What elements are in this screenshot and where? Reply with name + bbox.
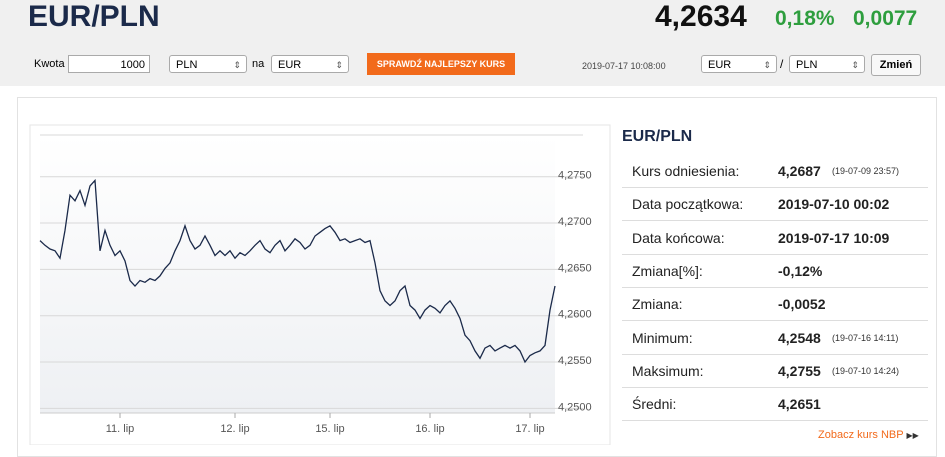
x-tick-label: 12. lip bbox=[220, 423, 249, 435]
stats-value: 4,2548 bbox=[778, 329, 821, 346]
y-tick-label: 4,2650 bbox=[558, 262, 592, 274]
x-tick-label: 11. lip bbox=[106, 423, 135, 435]
stats-row: Maksimum: 4,2755 (19-07-10 14:24) bbox=[622, 354, 928, 388]
stats-value: -0,0052 bbox=[778, 296, 826, 313]
page: EUR/PLN 4,2634 0,18% 0,0077 Kwota 1000 P… bbox=[0, 0, 945, 445]
stats-value: 2019-07-17 10:09 bbox=[778, 229, 890, 246]
pair-to-select[interactable]: PLN bbox=[789, 55, 865, 74]
nbp-link-text[interactable]: Zobacz kurs NBP bbox=[818, 429, 904, 441]
y-tick-label: 4,2750 bbox=[558, 170, 592, 182]
price: 4,2634 bbox=[655, 0, 747, 33]
stats-value: 4,2687 bbox=[778, 163, 821, 179]
stats-value: 4,2651 bbox=[778, 396, 821, 413]
stats-row: Kurs odniesienia: 4,2687 (19-07-09 23:57) bbox=[622, 154, 928, 188]
change-button[interactable]: Zmień bbox=[871, 54, 921, 76]
change-pct: 0,18% bbox=[775, 7, 835, 30]
stats-row: Zmiana: -0,0052 bbox=[622, 287, 928, 322]
pair-from-select[interactable]: EUR bbox=[701, 55, 777, 74]
stats-label: Data początkowa: bbox=[632, 196, 744, 213]
y-tick-label: 4,2500 bbox=[558, 401, 592, 413]
chart-frame bbox=[29, 124, 611, 445]
amount-input[interactable]: 1000 bbox=[68, 55, 150, 73]
stats-value: 4,2755 bbox=[778, 362, 821, 379]
stats-note: (19-07-16 14:11) bbox=[832, 332, 899, 343]
y-tick-label: 4,2700 bbox=[558, 216, 592, 228]
stats-row: Minimum: 4,2548 (19-07-16 14:11) bbox=[622, 321, 928, 355]
stats-label: Zmiana: bbox=[632, 296, 683, 313]
to-select[interactable]: EUR bbox=[271, 55, 349, 74]
stats-label: Minimum: bbox=[632, 329, 693, 346]
y-tick-label: 4,2550 bbox=[558, 355, 592, 367]
stats-row: Data końcowa: 2019-07-17 10:09 bbox=[622, 221, 928, 255]
y-tick-label: 4,2600 bbox=[558, 309, 592, 321]
stats-label: Data końcowa: bbox=[632, 229, 725, 246]
stats-row: Data początkowa: 2019-07-10 00:02 bbox=[622, 187, 928, 222]
stats-note: (19-07-10 14:24) bbox=[832, 365, 900, 376]
stats-note: (19-07-09 23:57) bbox=[832, 166, 900, 176]
x-tick-label: 15. lip bbox=[315, 423, 344, 435]
to-label: na bbox=[252, 58, 265, 70]
stats-value: -0,12% bbox=[778, 262, 823, 279]
stats-label: Zmiana[%]: bbox=[632, 262, 703, 279]
stats-row: Zmiana[%]: -0,12% bbox=[622, 254, 928, 288]
price-line bbox=[39, 178, 556, 364]
chart: 4,2500 4,2550 4,2600 4,2650 4,2700 4,2750 11. … bbox=[29, 124, 611, 445]
stats-label: Kurs odniesienia: bbox=[632, 163, 740, 179]
stats-label: Średni: bbox=[632, 396, 677, 413]
from-select[interactable]: PLN bbox=[169, 55, 247, 74]
stats-label: Maksimum: bbox=[632, 362, 704, 379]
separator: / bbox=[780, 57, 784, 71]
x-tick-label: 16. lip bbox=[415, 423, 444, 435]
amount-label: Kwota bbox=[34, 58, 65, 70]
stats-title: EUR/PLN bbox=[622, 128, 693, 145]
nbp-link[interactable]: Zobacz kurs NBP ▶▶ bbox=[818, 429, 919, 441]
best-rate-button[interactable]: SPRAWDŹ NAJLEPSZY KURS bbox=[367, 53, 515, 75]
plot-area bbox=[40, 135, 555, 413]
stats-value: 2019-07-10 00:02 bbox=[778, 196, 890, 213]
timestamp: 2019-07-17 10:08:00 bbox=[582, 61, 666, 71]
arrow-icon: ▶▶ bbox=[906, 431, 919, 440]
change-abs: 0,0077 bbox=[853, 7, 918, 30]
stats-row: Średni: 4,2651 bbox=[622, 387, 928, 422]
pair-title: EUR/PLN bbox=[28, 0, 160, 33]
x-tick-label: 17. lip bbox=[515, 423, 544, 435]
